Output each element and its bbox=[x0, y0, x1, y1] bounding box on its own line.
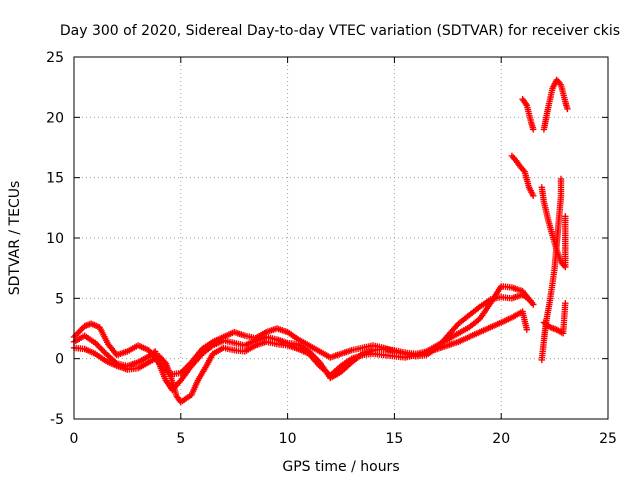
series-steep-top-right bbox=[540, 76, 571, 133]
y-tick-label: 0 bbox=[55, 352, 64, 368]
y-tick-label: 25 bbox=[46, 50, 64, 66]
data-point bbox=[530, 126, 537, 133]
axis-ticks bbox=[73, 56, 609, 420]
y-tick-label: -5 bbox=[50, 412, 64, 428]
series-track-c bbox=[70, 308, 530, 406]
data-point bbox=[530, 192, 537, 199]
data-point bbox=[564, 105, 571, 113]
y-tick-label: 20 bbox=[46, 110, 64, 126]
series-track-b bbox=[70, 283, 537, 394]
series-steep-upper-left bbox=[508, 152, 537, 199]
data-point bbox=[562, 300, 569, 307]
series-steep-mid bbox=[538, 184, 569, 271]
x-tick-label: 5 bbox=[176, 431, 185, 447]
data-points bbox=[70, 76, 571, 406]
x-tick-label: 10 bbox=[279, 431, 297, 447]
x-tick-label: 0 bbox=[70, 431, 79, 447]
y-tick-label: 10 bbox=[46, 231, 64, 247]
y-axis-title: SDTVAR / TECUs bbox=[7, 181, 23, 296]
series-tail-low bbox=[540, 300, 569, 337]
tick-labels: 0 5 10 15 20 25 -5 0 5 10 15 20 25 bbox=[46, 50, 617, 447]
x-tick-label: 20 bbox=[492, 431, 510, 447]
y-tick-label: 5 bbox=[55, 291, 64, 307]
x-axis-title: GPS time / hours bbox=[282, 459, 399, 475]
data-point bbox=[562, 213, 569, 220]
series-steep-top-left bbox=[519, 96, 537, 133]
data-point bbox=[530, 301, 537, 308]
data-point bbox=[523, 326, 530, 333]
data-point bbox=[557, 175, 565, 183]
chart-title: Day 300 of 2020, Sidereal Day-to-day VTE… bbox=[60, 23, 620, 39]
x-tick-label: 25 bbox=[599, 431, 617, 447]
x-tick-label: 15 bbox=[385, 431, 403, 447]
series-steep-bottom bbox=[538, 175, 565, 364]
y-tick-label: 15 bbox=[46, 171, 64, 187]
